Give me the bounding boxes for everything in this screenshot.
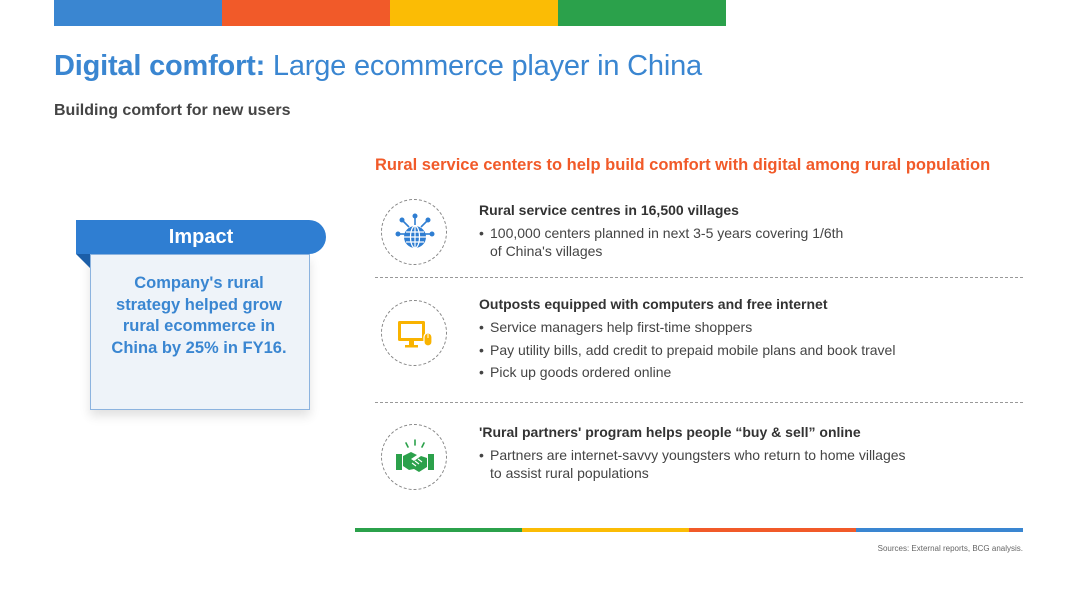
impact-card — [90, 254, 310, 410]
bullet-item: • 100,000 centers planned in next 3-5 yea… — [479, 224, 843, 242]
bullet-continuation: of China's villages — [490, 243, 603, 259]
divider — [375, 277, 1023, 278]
title-rest: Large ecommerce player in China — [265, 50, 702, 82]
bullet-text: 100,000 centers planned in next 3-5 year… — [490, 225, 844, 241]
bullet-dot-icon: • — [479, 319, 484, 335]
color-bar-green — [355, 528, 522, 532]
section-title: Rural service centers to help build comf… — [375, 156, 991, 174]
bullet-text: Pay utility bills, add credit to prepaid… — [490, 342, 896, 358]
bullet-dot-icon: • — [479, 225, 484, 241]
impact-banner-fold — [76, 254, 90, 268]
bullet-text: Partners are internet-savvy youngsters w… — [490, 447, 906, 463]
page-title: Digital comfort: Large ecommerce player … — [54, 50, 702, 83]
item-heading: Rural service centres in 16,500 villages — [479, 202, 739, 218]
color-bar-red — [222, 0, 390, 26]
bullet-dot-icon: • — [479, 342, 484, 358]
page-subtitle: Building comfort for new users — [54, 102, 291, 119]
color-bar-yellow — [390, 0, 558, 26]
color-bar-blue — [54, 0, 222, 26]
divider — [375, 402, 1023, 403]
bullet-item: • Pay utility bills, add credit to prepai… — [479, 341, 895, 359]
bullet-dot-icon: • — [479, 364, 484, 380]
bullet-dot-icon: • — [479, 447, 484, 463]
impact-line: Company's rural — [134, 274, 264, 292]
item-heading: 'Rural partners' program helps people “b… — [479, 424, 861, 440]
title-bold: Digital comfort: — [54, 50, 266, 82]
item-heading: Outposts equipped with computers and fre… — [479, 296, 828, 312]
bullet-text: Service managers help first-time shopper… — [490, 319, 753, 335]
globe-network-icon — [381, 199, 447, 265]
impact-text: Company's rural strategy helped grow rur… — [96, 273, 302, 359]
sources-note: Sources: External reports, BCG analysis. — [877, 544, 1023, 553]
handshake-icon — [381, 424, 447, 490]
computer-icon — [381, 300, 447, 366]
bullet-continuation: to assist rural populations — [490, 465, 649, 481]
bullet-item: • Partners are internet-savvy youngsters … — [479, 446, 906, 464]
impact-line: strategy helped grow — [116, 295, 282, 314]
top-color-bar — [54, 0, 726, 26]
color-bar-red — [689, 528, 856, 532]
bullet-text: Pick up goods ordered online — [490, 364, 672, 380]
impact-line: rural ecommerce in — [122, 317, 276, 335]
impact-line: China by 25% in FY16. — [111, 338, 287, 357]
bottom-color-bar — [355, 528, 1023, 532]
color-bar-blue — [856, 528, 1023, 532]
color-bar-green — [558, 0, 726, 26]
bullet-item: • Service managers help first-time shoppe… — [479, 318, 752, 336]
bullet-item: • Pick up goods ordered online — [479, 363, 671, 381]
impact-banner: Impact — [76, 220, 326, 254]
color-bar-yellow — [522, 528, 689, 532]
